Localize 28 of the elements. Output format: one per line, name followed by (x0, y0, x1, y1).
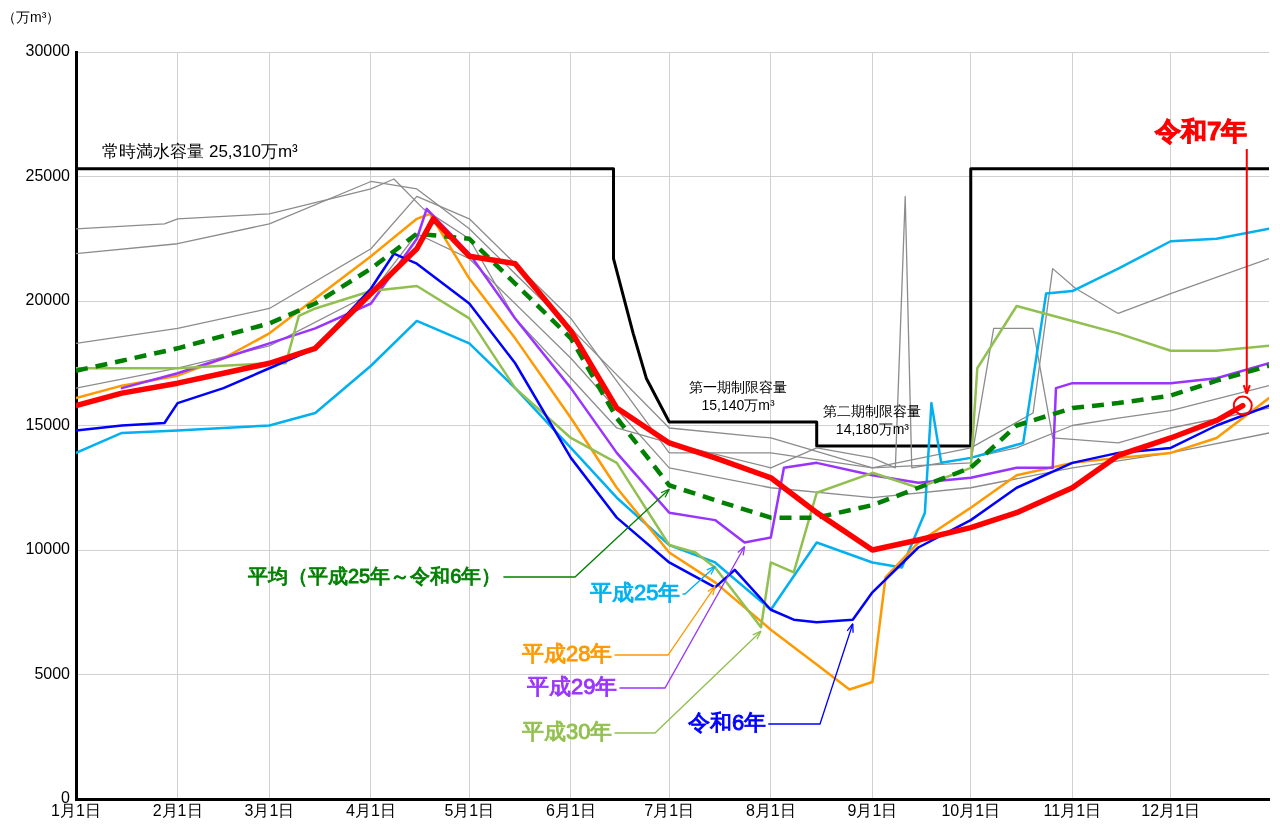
text: 平成28年 (522, 641, 613, 667)
y-axis-title: （万m³） (2, 8, 61, 25)
text: 平成29年 (527, 674, 618, 700)
x-tick-label: 2月1日 (152, 802, 203, 820)
x-tick-label: 3月1日 (244, 802, 295, 820)
x-tick-label: 12月1日 (1141, 802, 1201, 820)
text: 令和7年 (1154, 116, 1248, 147)
legend-label: 平成25年 (590, 580, 681, 606)
annotation: 第一期制限容量 15,140万m³ (689, 379, 788, 414)
y-tick-label: 20000 (25, 291, 71, 309)
x-tick-label: 10月1日 (941, 802, 1001, 820)
y-tick-label: 30000 (25, 42, 71, 60)
y-tick-label: 15000 (25, 415, 71, 433)
x-tick-label: 4月1日 (346, 802, 396, 820)
text: 平均（平成25年～令和6年） (248, 564, 502, 587)
text: 令和6年 (688, 710, 767, 736)
x-tick-label: 8月1日 (745, 802, 796, 820)
text: 平成30年 (522, 719, 613, 745)
x-tick-label: 9月1日 (847, 802, 898, 820)
x-tick-label: 7月1日 (644, 802, 695, 820)
annotation: 第二期制限容量 14,180万m³ (823, 402, 922, 437)
y-tick-label: 5000 (34, 664, 71, 682)
x-tick-label: 6月1日 (546, 802, 596, 820)
x-tick-label: 11月1日 (1043, 802, 1102, 820)
x-tick-label: 5月1日 (444, 802, 495, 820)
annotation: 常時満水容量 25,310万m³ (102, 141, 299, 161)
y-tick-label: 10000 (25, 540, 71, 558)
y-tick-label: 25000 (25, 166, 71, 184)
